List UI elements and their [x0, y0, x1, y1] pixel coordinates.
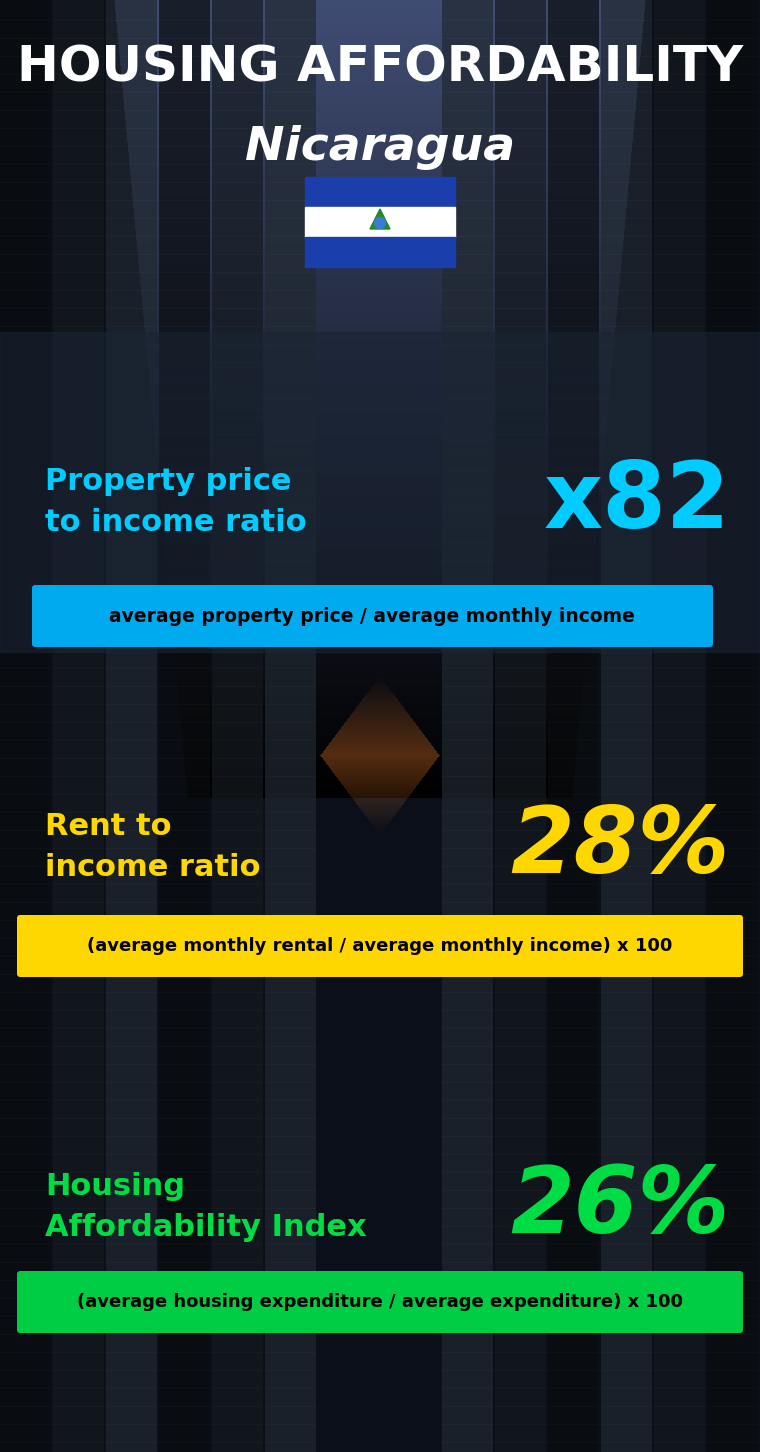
Text: average property price / average monthly income: average property price / average monthly…	[109, 607, 635, 626]
Polygon shape	[370, 209, 390, 229]
Bar	[305, 237, 455, 267]
Text: HOUSING AFFORDABILITY: HOUSING AFFORDABILITY	[17, 44, 743, 91]
Text: x82: x82	[543, 457, 730, 547]
Bar	[305, 177, 455, 208]
Text: (average housing expenditure / average expenditure) x 100: (average housing expenditure / average e…	[77, 1292, 683, 1311]
FancyBboxPatch shape	[17, 915, 743, 977]
Text: Rent to
income ratio: Rent to income ratio	[45, 812, 261, 881]
Text: Housing
Affordability Index: Housing Affordability Index	[45, 1172, 366, 1241]
Bar	[305, 208, 455, 237]
FancyBboxPatch shape	[17, 1270, 743, 1333]
Text: (average monthly rental / average monthly income) x 100: (average monthly rental / average monthl…	[87, 937, 673, 955]
Text: 28%: 28%	[511, 802, 730, 892]
Bar	[0, 333, 760, 652]
Text: Nicaragua: Nicaragua	[245, 125, 515, 170]
Text: Property price
to income ratio: Property price to income ratio	[45, 468, 306, 537]
Circle shape	[375, 218, 385, 228]
FancyBboxPatch shape	[32, 585, 713, 648]
Text: 26%: 26%	[511, 1162, 730, 1252]
